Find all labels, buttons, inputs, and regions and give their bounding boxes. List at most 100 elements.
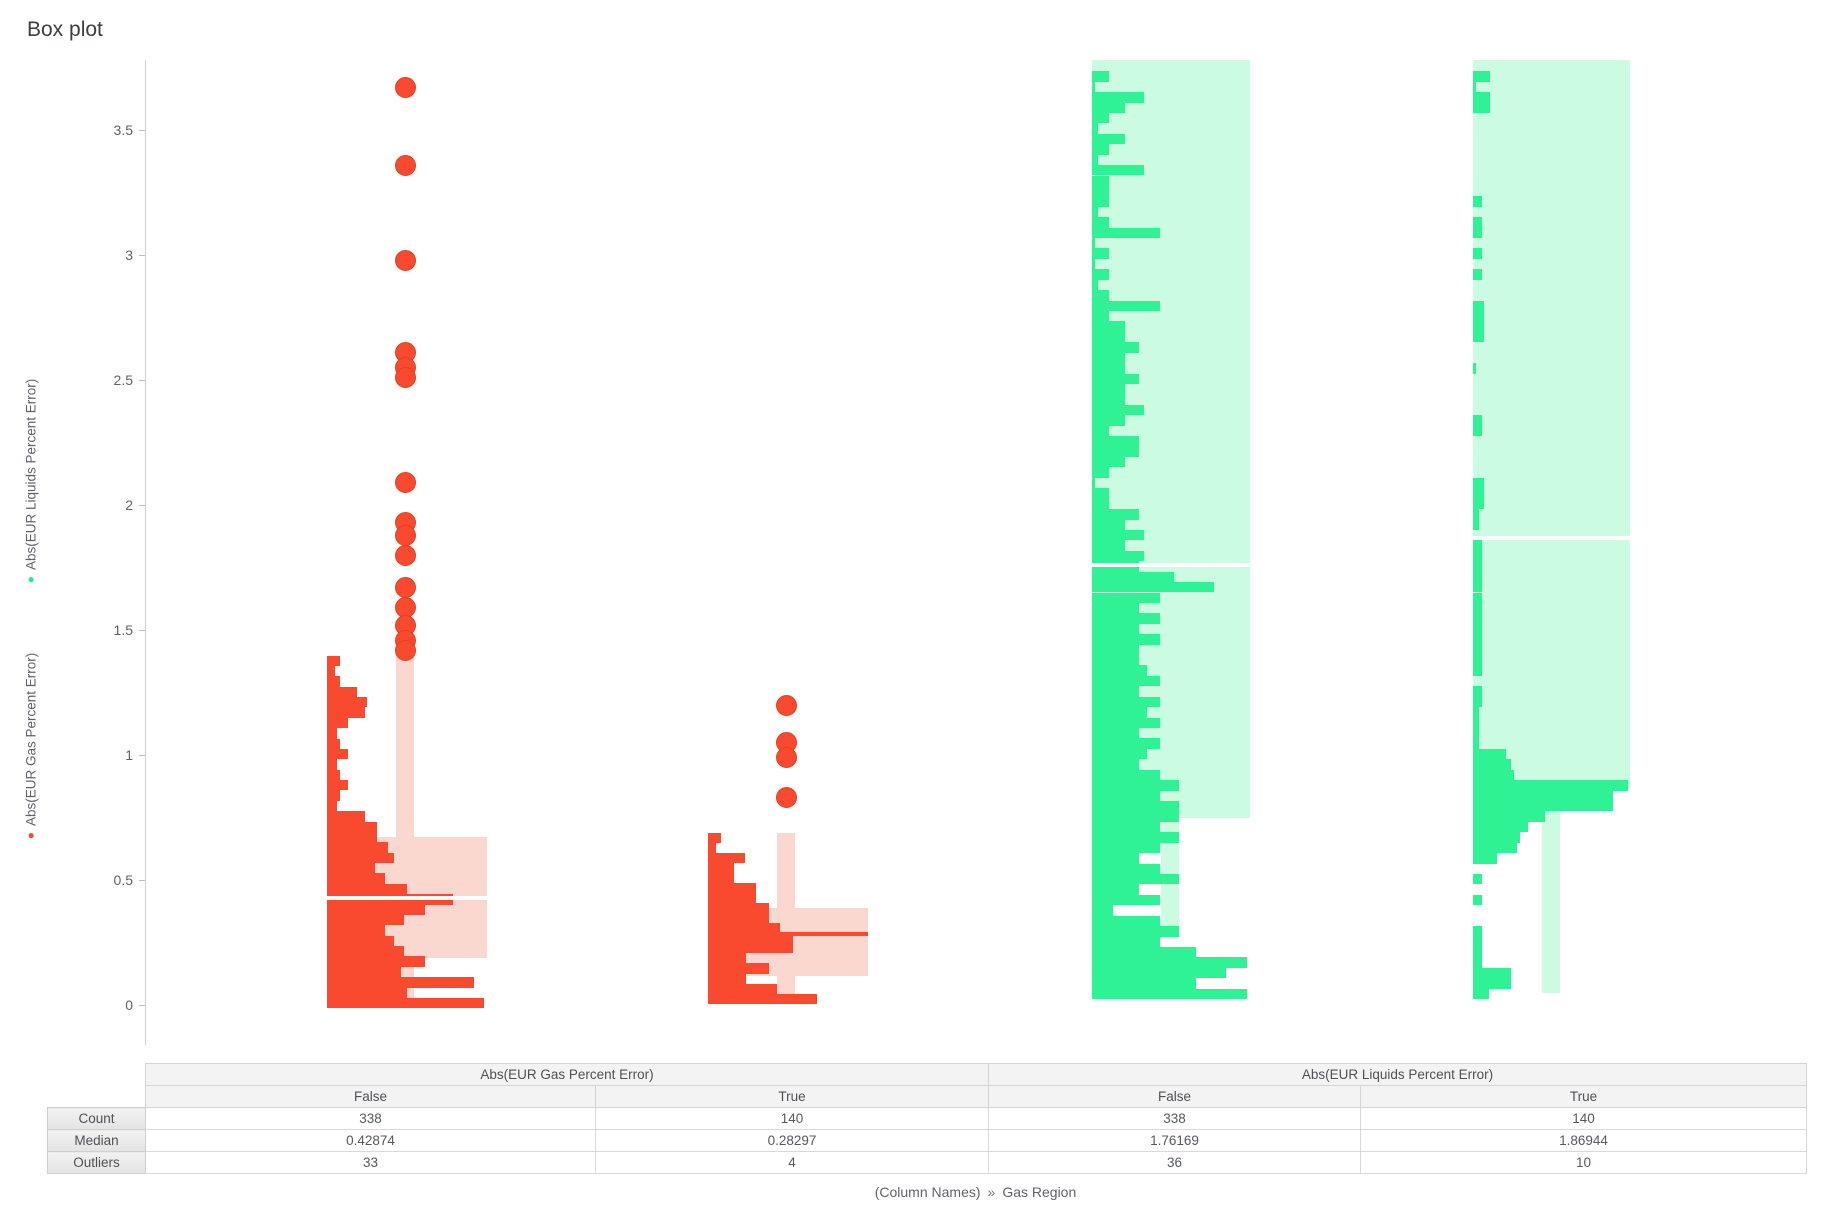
histogram-bar[interactable]: [1092, 238, 1096, 249]
histogram-bar[interactable]: [708, 933, 793, 944]
histogram-bar[interactable]: [1473, 311, 1484, 322]
histogram-bar[interactable]: [1092, 801, 1179, 812]
histogram-bar[interactable]: [1092, 821, 1160, 833]
histogram-bar[interactable]: [1092, 967, 1227, 979]
histogram-bar[interactable]: [1473, 425, 1483, 437]
histogram-bar[interactable]: [1473, 550, 1483, 562]
histogram-bar[interactable]: [1473, 801, 1613, 812]
histogram-bar[interactable]: [1092, 738, 1160, 749]
histogram-bar[interactable]: [1092, 227, 1160, 239]
histogram-bar[interactable]: [1092, 853, 1140, 864]
histogram-bar[interactable]: [708, 953, 747, 964]
histogram-bar[interactable]: [708, 973, 747, 984]
histogram-bar[interactable]: [1092, 92, 1145, 103]
histogram-bar[interactable]: [1473, 623, 1482, 635]
histogram-bar[interactable]: [1473, 498, 1484, 510]
histogram-bar[interactable]: [1473, 894, 1483, 906]
histogram-bar[interactable]: [327, 655, 340, 666]
histogram-bar[interactable]: [1092, 644, 1140, 656]
histogram-bar[interactable]: [708, 983, 777, 994]
whisker-upper[interactable]: [777, 832, 795, 908]
histogram-bar[interactable]: [1092, 926, 1179, 937]
histogram-bar[interactable]: [1092, 571, 1175, 583]
histogram-bar[interactable]: [1473, 957, 1483, 968]
outlier-marker[interactable]: [775, 694, 797, 716]
histogram-bar[interactable]: [708, 963, 769, 974]
histogram-bar[interactable]: [708, 913, 769, 924]
whisker-lower[interactable]: [1542, 787, 1560, 993]
histogram-bar[interactable]: [327, 748, 348, 760]
histogram-bar[interactable]: [1092, 884, 1140, 895]
histogram-bar[interactable]: [1473, 853, 1497, 864]
histogram-bar[interactable]: [1092, 154, 1099, 166]
histogram-bar[interactable]: [1473, 748, 1506, 760]
histogram-bar[interactable]: [327, 883, 407, 895]
histogram-bar[interactable]: [1473, 71, 1491, 82]
histogram-bar[interactable]: [1473, 832, 1521, 843]
histogram-bar[interactable]: [1092, 696, 1160, 708]
histogram-bar[interactable]: [1092, 102, 1126, 113]
histogram-bar[interactable]: [327, 831, 377, 843]
histogram-bar[interactable]: [1473, 509, 1480, 520]
histogram-bar[interactable]: [1092, 363, 1126, 374]
histogram-bar[interactable]: [327, 914, 404, 926]
x-axis-selector[interactable]: (Column Names) » Gas Region: [145, 1184, 1806, 1200]
histogram-bar[interactable]: [327, 935, 395, 946]
histogram-bar[interactable]: [1092, 790, 1160, 801]
histogram-bar[interactable]: [1473, 227, 1483, 239]
histogram-bar[interactable]: [1092, 634, 1160, 645]
histogram-bar[interactable]: [1092, 978, 1197, 989]
histogram-bar[interactable]: [1092, 905, 1113, 916]
histogram-bar[interactable]: [1473, 248, 1483, 259]
histogram-bar[interactable]: [1473, 873, 1483, 885]
histogram-bar[interactable]: [1092, 415, 1126, 426]
histogram-bar[interactable]: [1092, 623, 1140, 635]
histogram-bar[interactable]: [327, 852, 395, 863]
histogram-bar[interactable]: [1092, 206, 1099, 218]
histogram-bar[interactable]: [1473, 415, 1483, 426]
histogram-bar[interactable]: [327, 997, 484, 1009]
histogram-bar[interactable]: [1473, 842, 1517, 854]
histogram-bar[interactable]: [1092, 384, 1126, 395]
histogram-bar[interactable]: [1092, 488, 1110, 499]
histogram-bar[interactable]: [1092, 456, 1126, 468]
histogram-bar[interactable]: [327, 707, 366, 718]
histogram-bar[interactable]: [327, 780, 348, 791]
histogram-bar[interactable]: [1473, 571, 1482, 583]
histogram-bar[interactable]: [1092, 769, 1160, 781]
histogram-bar[interactable]: [1473, 321, 1484, 332]
histogram-bar[interactable]: [1473, 665, 1482, 676]
histogram-bar[interactable]: [1092, 717, 1160, 729]
outlier-marker[interactable]: [394, 524, 416, 546]
histogram-bar[interactable]: [1092, 707, 1148, 718]
histogram-bar[interactable]: [708, 842, 716, 853]
histogram-bar[interactable]: [1092, 686, 1140, 697]
histogram-bar[interactable]: [1092, 519, 1126, 530]
histogram-bar[interactable]: [1473, 790, 1613, 801]
outlier-marker[interactable]: [394, 77, 416, 98]
histogram-bar[interactable]: [708, 903, 769, 914]
histogram-bar[interactable]: [1092, 311, 1110, 322]
histogram-bar[interactable]: [1473, 769, 1514, 781]
histogram-bar[interactable]: [327, 977, 475, 988]
histogram-bar[interactable]: [327, 925, 385, 936]
histogram-bar[interactable]: [1473, 363, 1477, 374]
histogram-bar[interactable]: [1473, 477, 1484, 489]
histogram-bar[interactable]: [1473, 759, 1511, 770]
histogram-bar[interactable]: [327, 676, 340, 687]
histogram-bar[interactable]: [1092, 300, 1160, 312]
histogram-bar[interactable]: [1092, 873, 1179, 885]
histogram-bar[interactable]: [1473, 696, 1483, 708]
histogram-bar[interactable]: [327, 821, 377, 832]
histogram-bar[interactable]: [1092, 342, 1140, 353]
whisker-lower[interactable]: [1161, 818, 1179, 928]
histogram-bar[interactable]: [708, 923, 780, 934]
x-axis-value[interactable]: Gas Region: [1002, 1184, 1077, 1200]
outlier-marker[interactable]: [775, 747, 797, 768]
outlier-marker[interactable]: [775, 787, 797, 808]
histogram-bar[interactable]: [1092, 592, 1160, 603]
histogram-bar[interactable]: [1092, 467, 1110, 478]
histogram-bar[interactable]: [1473, 592, 1482, 603]
histogram-bar[interactable]: [327, 956, 425, 967]
histogram-bar[interactable]: [1473, 582, 1482, 593]
